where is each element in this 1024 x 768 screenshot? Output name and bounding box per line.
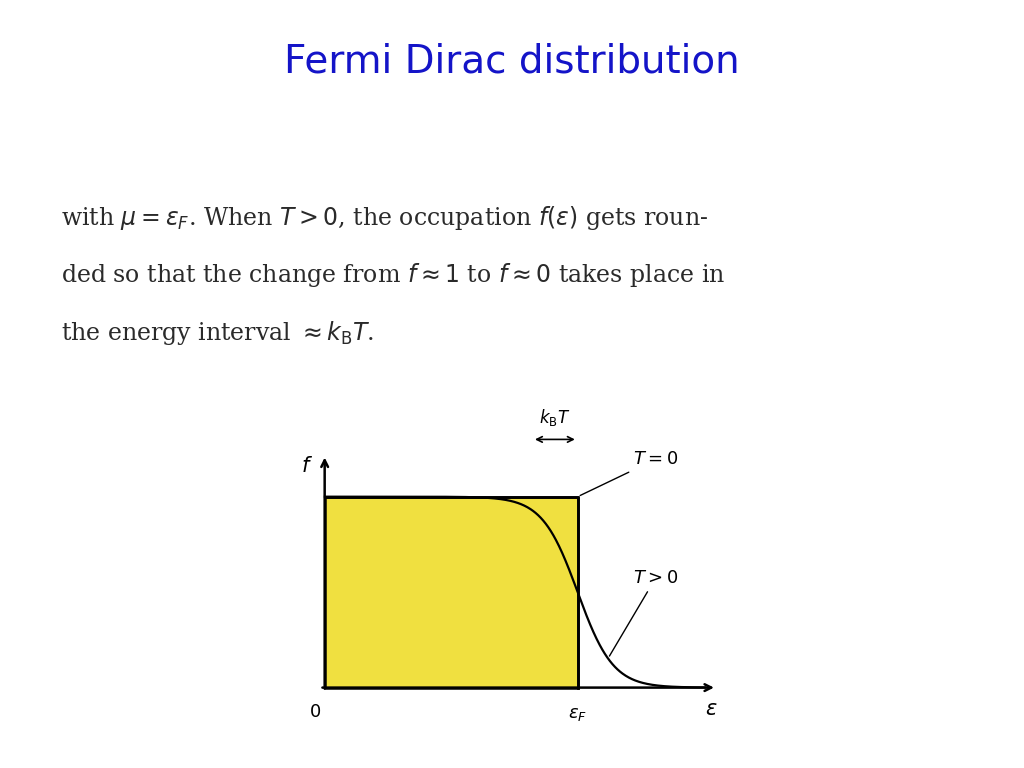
Text: $T > 0$: $T > 0$: [609, 568, 679, 656]
Text: with $\mu = \epsilon_F$. When $T > 0$, the occupation $f(\epsilon)$ gets roun-: with $\mu = \epsilon_F$. When $T > 0$, t…: [61, 204, 709, 231]
Text: ded so that the change from $f \approx 1$ to $f \approx 0$ takes place in: ded so that the change from $f \approx 1…: [61, 261, 726, 289]
Text: $k_{\mathrm{B}}T$: $k_{\mathrm{B}}T$: [540, 407, 570, 428]
Text: $T = 0$: $T = 0$: [581, 450, 679, 495]
Text: $0$: $0$: [308, 703, 321, 721]
Text: the energy interval $\approx k_{\mathrm{B}}T$.: the energy interval $\approx k_{\mathrm{…: [61, 319, 375, 346]
Text: $\varepsilon_F$: $\varepsilon_F$: [568, 705, 587, 723]
Text: $f$: $f$: [301, 456, 313, 476]
Text: $\varepsilon$: $\varepsilon$: [705, 699, 717, 719]
Bar: [325, 497, 578, 687]
Text: Fermi Dirac distribution: Fermi Dirac distribution: [285, 42, 739, 80]
